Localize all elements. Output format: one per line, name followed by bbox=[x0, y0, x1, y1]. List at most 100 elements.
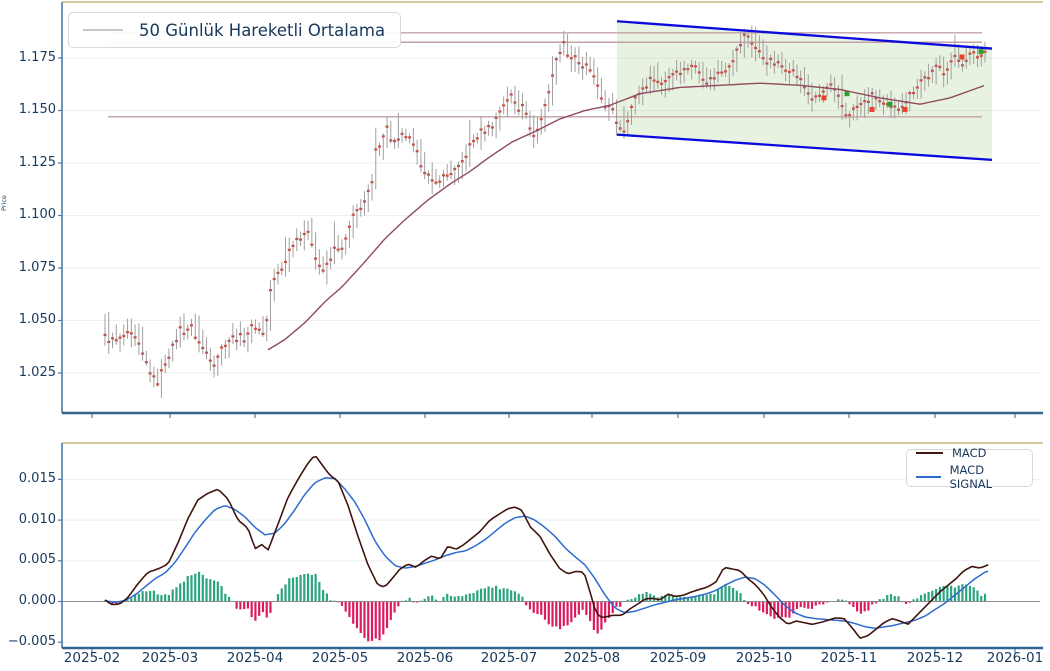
candle-body bbox=[513, 101, 517, 104]
price-y-tick-label: 1.150 bbox=[18, 102, 56, 117]
candle-body bbox=[441, 174, 445, 177]
price-y-tick-label: 1.175 bbox=[18, 49, 56, 65]
hist-bar-positive bbox=[423, 598, 426, 602]
candle-body bbox=[272, 277, 276, 281]
hist-bar-negative bbox=[848, 601, 851, 605]
macd-y-tick-label: −0.005 bbox=[7, 633, 56, 649]
hist-bar-positive bbox=[186, 576, 189, 602]
hist-bar-negative bbox=[355, 601, 359, 629]
hist-bar-negative bbox=[807, 601, 810, 609]
candle-body bbox=[757, 50, 761, 53]
hist-bar-positive bbox=[295, 577, 298, 602]
candle-body bbox=[314, 257, 318, 260]
candle-body bbox=[859, 102, 863, 106]
hist-bar-positive bbox=[709, 593, 712, 602]
candle-body bbox=[983, 50, 987, 53]
candle-body bbox=[171, 343, 175, 346]
candle-body bbox=[329, 258, 333, 261]
candle-body bbox=[791, 69, 795, 72]
candle-body bbox=[182, 332, 186, 335]
hist-bar-positive bbox=[837, 599, 840, 602]
hist-bar-negative bbox=[799, 601, 802, 608]
candle-body bbox=[295, 237, 299, 241]
hist-bar-positive bbox=[731, 587, 735, 602]
hist-bar-positive bbox=[641, 593, 644, 602]
macd-y-tick-label: 0.000 bbox=[18, 593, 56, 608]
candle-body bbox=[915, 86, 919, 89]
hist-bar-positive bbox=[968, 585, 972, 602]
candle-body bbox=[265, 318, 269, 322]
candle-body bbox=[675, 70, 679, 73]
hist-bar-negative bbox=[792, 601, 795, 614]
hist-bar-positive bbox=[976, 590, 979, 602]
sell-marker bbox=[869, 106, 875, 112]
hist-bar-positive bbox=[216, 581, 219, 602]
hist-bar-positive bbox=[483, 588, 486, 602]
candle-body bbox=[836, 94, 840, 97]
hist-bar-positive bbox=[194, 573, 197, 602]
candle-body bbox=[724, 70, 728, 73]
candle-body bbox=[701, 78, 705, 81]
candle-body bbox=[592, 75, 596, 78]
date-x-tick-label: 2025-10 bbox=[735, 650, 793, 666]
candle-body bbox=[908, 91, 912, 95]
hist-bar-negative bbox=[250, 601, 253, 618]
hist-bar-positive bbox=[152, 590, 155, 602]
hist-bar-positive bbox=[453, 596, 456, 602]
candle-body bbox=[287, 248, 291, 251]
candle-body bbox=[291, 244, 295, 248]
candle-body bbox=[174, 339, 178, 343]
date-x-tick-label: 2025-09 bbox=[649, 650, 707, 666]
hist-bar-positive bbox=[434, 599, 438, 602]
hist-bar-positive bbox=[182, 581, 186, 602]
date-x-tick-label: 2025-06 bbox=[396, 650, 454, 666]
candle-body bbox=[848, 114, 852, 117]
hist-bar-positive bbox=[946, 585, 949, 602]
hist-bar-negative bbox=[592, 601, 595, 630]
candle-body bbox=[528, 127, 532, 130]
candle-body bbox=[784, 69, 788, 72]
candle-body bbox=[870, 92, 874, 95]
candle-body bbox=[336, 248, 340, 251]
hist-bar-positive bbox=[510, 590, 513, 602]
candle-body bbox=[667, 75, 671, 79]
candle-body bbox=[156, 383, 160, 386]
candle-body bbox=[885, 103, 889, 106]
hist-bar-negative bbox=[340, 601, 344, 606]
candle-body bbox=[938, 65, 942, 69]
candle-body bbox=[584, 63, 588, 66]
candle-body bbox=[855, 105, 859, 108]
hist-bar-positive bbox=[427, 596, 430, 602]
candle-body bbox=[912, 91, 916, 95]
hist-bar-positive bbox=[472, 592, 475, 602]
candle-body bbox=[629, 105, 633, 109]
candle-body bbox=[663, 80, 667, 83]
candle-body bbox=[645, 86, 649, 89]
candle-body bbox=[103, 333, 107, 337]
candle-body bbox=[562, 41, 566, 44]
hist-bar-negative bbox=[754, 601, 757, 607]
candle-body bbox=[660, 82, 664, 85]
candle-body bbox=[900, 105, 904, 109]
candle-body bbox=[716, 71, 720, 74]
buy-marker bbox=[844, 91, 850, 97]
candle-body bbox=[457, 164, 461, 168]
candle-body bbox=[769, 57, 773, 60]
macd-signal-line bbox=[104, 477, 989, 629]
candle-body bbox=[415, 150, 419, 153]
hist-bar-positive bbox=[942, 585, 945, 602]
price-y-tick-label: 1.075 bbox=[18, 259, 56, 275]
hist-bar-negative bbox=[777, 601, 780, 618]
hist-bar-negative bbox=[254, 601, 257, 621]
macd-signal-legend-row: MACD SIGNAL bbox=[916, 463, 1023, 491]
sell-marker bbox=[902, 106, 908, 112]
candle-body bbox=[520, 103, 524, 107]
candle-body bbox=[193, 336, 197, 339]
hist-bar-positive bbox=[224, 593, 227, 602]
hist-bar-positive bbox=[310, 574, 313, 602]
candle-body bbox=[708, 77, 712, 80]
candle-body bbox=[810, 98, 814, 101]
candle-body bbox=[750, 42, 754, 45]
